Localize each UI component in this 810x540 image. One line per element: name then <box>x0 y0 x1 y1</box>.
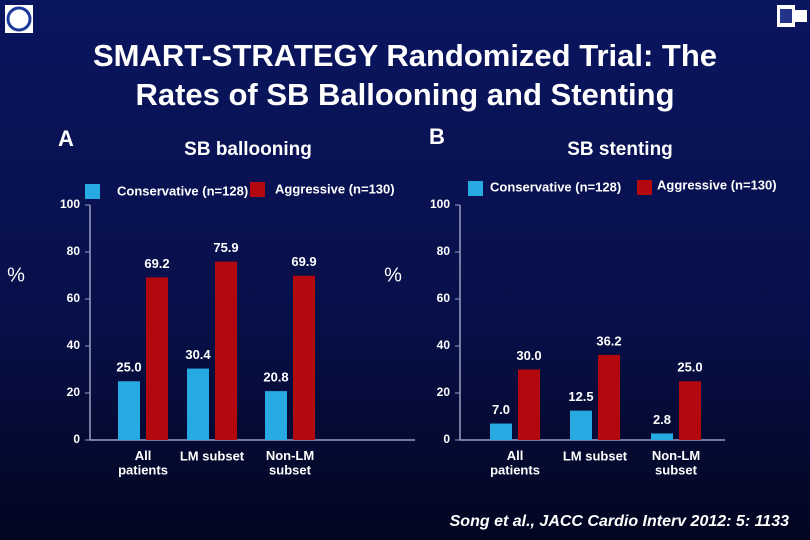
value-label: 25.0 <box>677 360 702 375</box>
y-tick-label: 100 <box>430 197 450 211</box>
value-label: 30.4 <box>185 347 211 362</box>
value-label: 69.9 <box>291 254 316 269</box>
y-tick-label: 20 <box>67 385 81 399</box>
bar <box>518 369 540 440</box>
value-label: 20.8 <box>263 370 288 385</box>
citation: Song et al., JACC Cardio Interv 2012: 5:… <box>450 513 789 530</box>
y-tick-label: 40 <box>67 338 81 352</box>
y-axis-label: % <box>7 264 25 286</box>
value-label: 12.5 <box>568 389 593 404</box>
chart-title: SB ballooning <box>184 139 312 160</box>
bar <box>490 423 512 440</box>
x-tick-label: All patients <box>118 448 168 477</box>
value-label: 7.0 <box>492 402 510 417</box>
value-label: 30.0 <box>516 348 541 363</box>
bar <box>570 410 592 440</box>
panel-label: A <box>58 126 74 151</box>
legend-swatch <box>637 180 652 195</box>
x-tick-label: Non-LM subset <box>266 448 314 477</box>
x-tick-label: Non-LM subset <box>652 448 700 477</box>
bar <box>598 354 620 440</box>
bar <box>187 368 209 440</box>
y-tick-label: 0 <box>73 432 80 446</box>
logo-right <box>777 5 807 27</box>
legend-label: Aggressive (n=130) <box>657 177 777 192</box>
y-tick-label: 80 <box>67 244 81 258</box>
legend-label: Conservative (n=128) <box>490 179 621 194</box>
y-tick-label: 60 <box>67 291 81 305</box>
bar <box>679 381 701 440</box>
y-tick-label: 60 <box>437 291 451 305</box>
bar <box>118 381 140 440</box>
y-axis-label: % <box>384 264 402 286</box>
legend-swatch <box>468 181 483 196</box>
y-tick-label: 20 <box>437 385 451 399</box>
panel-label: B <box>429 124 445 149</box>
legend-swatch <box>85 184 100 199</box>
y-tick-label: 100 <box>60 197 80 211</box>
bar <box>293 275 315 440</box>
bar <box>215 261 237 440</box>
value-label: 25.0 <box>116 360 141 375</box>
legend-label: Aggressive (n=130) <box>275 181 395 196</box>
y-tick-label: 0 <box>443 432 450 446</box>
y-tick-label: 40 <box>437 338 451 352</box>
bar <box>265 391 287 440</box>
bar <box>146 277 168 440</box>
logo-left <box>5 5 33 33</box>
legend-swatch <box>250 182 265 197</box>
x-tick-label: LM subset <box>180 448 245 463</box>
value-label: 2.8 <box>653 412 671 427</box>
legend-label: Conservative (n=128) <box>117 183 248 198</box>
y-tick-label: 80 <box>437 244 451 258</box>
bar <box>651 433 673 440</box>
slide-title: SMART-STRATEGY Randomized Trial: The Rate… <box>93 38 717 112</box>
value-label: 69.2 <box>144 256 169 271</box>
chart-title: SB stenting <box>567 139 673 160</box>
value-label: 36.2 <box>596 333 621 348</box>
value-label: 75.9 <box>213 240 238 255</box>
x-tick-label: All patients <box>490 448 540 477</box>
x-tick-label: LM subset <box>563 448 628 463</box>
